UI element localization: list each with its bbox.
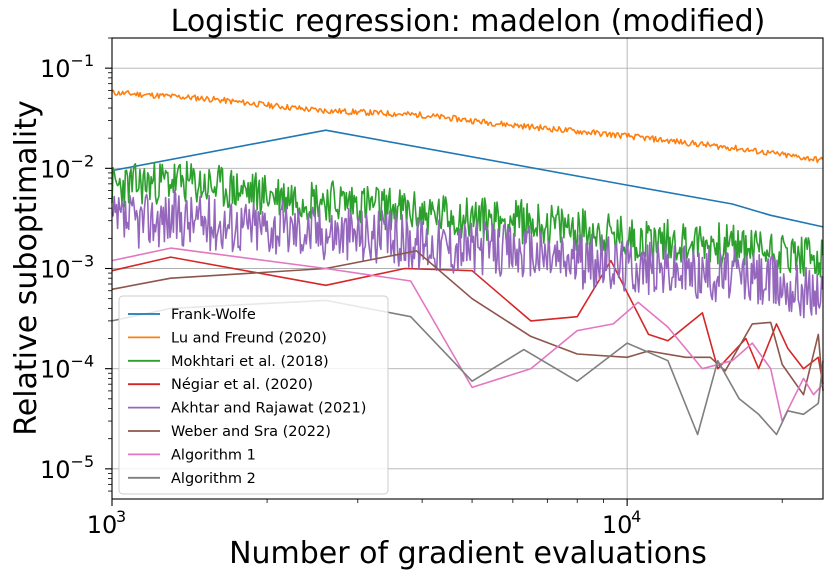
series-group	[111, 89, 824, 436]
y-axis-label: Relative suboptimality	[9, 100, 44, 436]
legend-label-n-giar-et-al-2020: Négiar et al. (2020)	[171, 377, 313, 393]
series-line-weber-and-sra-2022	[111, 250, 824, 396]
series-line-lu-and-freund-2020	[111, 89, 824, 164]
legend: Frank-Wolfe Lu and Freund (2020) Mokhtari …	[118, 295, 389, 495]
x-tick-label-1: 104	[602, 507, 641, 539]
legend-label-algorithm-2: Algorithm 2	[171, 471, 256, 487]
x-tick-label-0: 103	[87, 507, 126, 539]
y-tick-label-1: 10−4	[40, 352, 94, 384]
y-tick-label-0: 10−5	[40, 452, 94, 484]
legend-label-lu-and-freund-2020: Lu and Freund (2020)	[171, 330, 327, 346]
legend-label-algorithm-1: Algorithm 1	[171, 447, 256, 463]
series-line-akhtar-and-rajawat-2021	[111, 189, 824, 319]
series-line-frank-wolfe	[111, 129, 824, 228]
series-line-mokhtari-et-al-2018	[111, 160, 824, 278]
y-axis-ticks: 10−5 10−4 10−3 10−2 10−1	[40, 37, 112, 492]
legend-label-mokhtari-et-al-2018: Mokhtari et al. (2018)	[171, 354, 329, 370]
legend-label-frank-wolfe: Frank-Wolfe	[171, 307, 256, 323]
x-axis-label: Number of gradient evaluations	[229, 536, 707, 571]
y-tick-label-2: 10−3	[40, 252, 94, 284]
y-tick-label-4: 10−1	[40, 51, 94, 83]
legend-label-weber-and-sra-2022: Weber and Sra (2022)	[171, 424, 331, 440]
series-line-algorithm-2	[111, 299, 824, 436]
legend-label-akhtar-and-rajawat-2021: Akhtar and Rajawat (2021)	[171, 401, 366, 417]
x-axis-ticks: 103 104	[87, 499, 783, 539]
y-tick-label-3: 10−2	[40, 151, 94, 183]
series-line-n-giar-et-al-2020	[111, 256, 824, 385]
chart-title: Logistic regression: madelon (modified)	[171, 4, 766, 39]
legend-box	[118, 295, 389, 495]
